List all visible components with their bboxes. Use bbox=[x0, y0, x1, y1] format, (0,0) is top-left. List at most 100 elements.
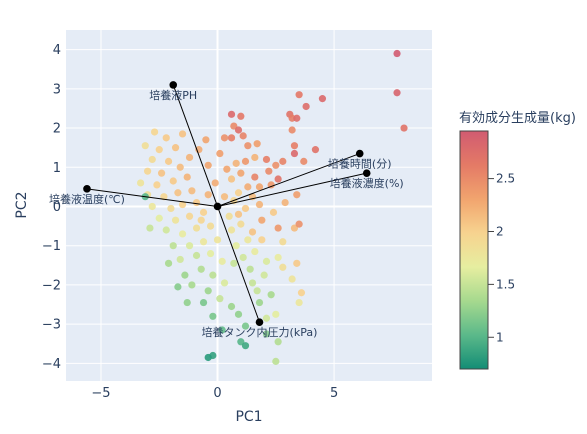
loading-line bbox=[172, 84, 218, 207]
scatter-point bbox=[274, 338, 282, 346]
scatter-point bbox=[272, 357, 280, 365]
scatter-point bbox=[293, 114, 301, 122]
scatter-point bbox=[192, 224, 201, 232]
scatter-point bbox=[265, 167, 273, 175]
y-axis-title: PC2 bbox=[14, 191, 30, 218]
scatter-point bbox=[279, 157, 287, 165]
scatter-point bbox=[269, 208, 278, 216]
scatter-point bbox=[204, 287, 212, 295]
scatter-point bbox=[167, 204, 175, 213]
scatter-point bbox=[262, 155, 271, 164]
scatter-point bbox=[204, 191, 212, 199]
scatter-point bbox=[164, 259, 173, 267]
scatter-point bbox=[251, 153, 259, 162]
scatter-point bbox=[188, 187, 196, 195]
scatter-point bbox=[241, 322, 250, 330]
scatter-point bbox=[248, 228, 257, 236]
loading-line bbox=[86, 188, 218, 207]
y-tick-label: −2 bbox=[42, 278, 61, 293]
scatter-point bbox=[162, 226, 170, 234]
scatter-point bbox=[290, 142, 299, 150]
scatter-point bbox=[181, 271, 189, 279]
scatter-point bbox=[288, 275, 296, 283]
scatter-point bbox=[239, 253, 247, 262]
loading-label: 培養タンク内圧力(kPa) bbox=[202, 325, 318, 339]
scatter-point bbox=[234, 126, 243, 134]
scatter-point bbox=[146, 224, 154, 232]
scatter-point bbox=[393, 89, 401, 97]
scatter-point bbox=[288, 126, 296, 134]
scatter-point bbox=[183, 298, 191, 307]
scatter-point bbox=[209, 271, 217, 279]
scatter-point bbox=[148, 202, 156, 211]
scatter-point bbox=[199, 238, 208, 246]
scatter-point bbox=[302, 102, 310, 111]
scatter-point bbox=[199, 208, 208, 216]
scatter-point bbox=[218, 257, 226, 265]
loading-vectors: 培養液PH 培養時間(分) 培養液濃度(%) 培養液温度(℃) 培養タンク内圧力(kPa… bbox=[49, 81, 404, 339]
scatter-point bbox=[143, 167, 152, 175]
scatter-point bbox=[216, 295, 224, 303]
loading-endpoint bbox=[169, 81, 178, 89]
scatter-point bbox=[178, 200, 187, 209]
scatter-point bbox=[241, 204, 250, 213]
scatter-point bbox=[300, 157, 308, 165]
scatter-point bbox=[227, 110, 236, 118]
colorbar-tick-label: 1.5 bbox=[496, 277, 515, 291]
colorbar bbox=[459, 130, 489, 370]
scatter-point bbox=[223, 165, 231, 173]
scatter-point bbox=[253, 287, 261, 295]
scatter-point bbox=[255, 298, 264, 307]
scatter-point bbox=[251, 247, 259, 256]
scatter-point bbox=[209, 312, 217, 320]
x-tick-label: −5 bbox=[91, 386, 110, 401]
scatter-point bbox=[178, 230, 187, 238]
loading-label: 培養液温度(℃) bbox=[49, 192, 125, 206]
x-tick-label: 5 bbox=[330, 386, 338, 401]
y-tick-label: −3 bbox=[42, 318, 61, 333]
scatter-point bbox=[234, 310, 243, 318]
origin-point bbox=[213, 202, 222, 211]
scatter-point bbox=[237, 112, 245, 120]
scatter-point bbox=[169, 177, 177, 185]
colorbar-ticks: 1 1.5 2 2.5 bbox=[488, 172, 515, 344]
scatter-point bbox=[272, 310, 280, 318]
scatter-point bbox=[176, 163, 184, 171]
colorbar-title: 有効成分生成量(kg) bbox=[459, 111, 576, 126]
scatter-point bbox=[218, 326, 226, 334]
scatter-point bbox=[274, 175, 282, 183]
scatter-point bbox=[150, 128, 159, 136]
scatter-point bbox=[244, 236, 252, 244]
scatter-point bbox=[220, 193, 229, 201]
scatter-point bbox=[237, 169, 245, 177]
scatter-point bbox=[244, 142, 252, 150]
scatter-point bbox=[311, 146, 320, 154]
scatter-point bbox=[262, 314, 271, 322]
loading-label: 培養時間(分) bbox=[328, 157, 392, 171]
scatter-point bbox=[183, 173, 191, 181]
scatter-point bbox=[185, 242, 194, 250]
scatter-point bbox=[227, 175, 236, 183]
scatter-point bbox=[199, 298, 208, 307]
scatter-point bbox=[244, 183, 252, 191]
y-tick-label: 0 bbox=[53, 200, 61, 215]
scatter-point bbox=[153, 181, 161, 189]
colorbar-tick-label: 1 bbox=[496, 330, 504, 344]
y-tick-label: −1 bbox=[42, 239, 61, 254]
scatter-point bbox=[241, 157, 250, 165]
scatter-point bbox=[206, 249, 215, 258]
scatter-point bbox=[178, 130, 187, 138]
scatter-point bbox=[227, 134, 236, 142]
scatter-point bbox=[279, 263, 287, 271]
scatter-point bbox=[279, 238, 287, 246]
scatter-point bbox=[171, 216, 180, 224]
colorbar-tick-label: 2.5 bbox=[496, 172, 515, 186]
scatter-point bbox=[136, 179, 145, 187]
scatter-point bbox=[232, 242, 240, 250]
x-tick-label: 0 bbox=[213, 386, 221, 401]
scatter-point bbox=[227, 302, 236, 311]
loading-endpoint bbox=[362, 169, 371, 177]
y-tick-label: 2 bbox=[53, 122, 61, 137]
scatter-point bbox=[241, 342, 250, 350]
